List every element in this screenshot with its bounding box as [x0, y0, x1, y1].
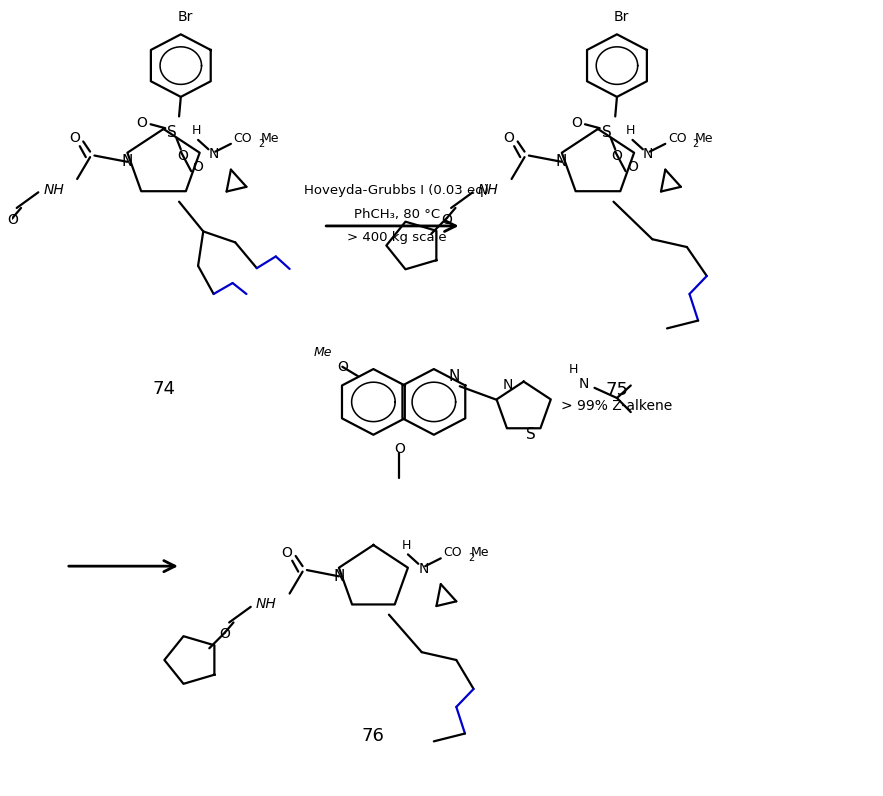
Text: 2: 2 [468, 553, 474, 564]
Text: > 99% Z-alkene: > 99% Z-alkene [562, 399, 673, 413]
Text: N: N [419, 561, 428, 576]
Text: CO: CO [234, 132, 253, 145]
Text: Br: Br [177, 10, 192, 24]
Text: Me: Me [471, 546, 489, 560]
Text: Br: Br [614, 10, 629, 24]
Text: O: O [137, 115, 147, 130]
Text: N: N [503, 378, 513, 392]
Text: N: N [333, 569, 344, 583]
Text: NH: NH [478, 183, 499, 197]
Text: N: N [208, 147, 219, 161]
Text: O: O [503, 131, 515, 146]
Text: Me: Me [695, 132, 713, 145]
Text: H: H [626, 124, 636, 137]
Text: O: O [219, 627, 230, 642]
Text: O: O [337, 360, 348, 373]
Text: Hoveyda-Grubbs I (0.03 eq): Hoveyda-Grubbs I (0.03 eq) [305, 184, 489, 197]
Text: S: S [525, 427, 535, 443]
Text: H: H [192, 124, 201, 137]
Text: O: O [177, 149, 188, 162]
Text: Me: Me [314, 346, 333, 359]
Text: > 400 kg scale: > 400 kg scale [347, 231, 447, 244]
Text: O: O [282, 546, 292, 560]
Text: O: O [394, 442, 404, 456]
Text: CO: CO [443, 546, 462, 560]
Text: 2: 2 [258, 139, 264, 149]
Text: O: O [571, 115, 582, 130]
Text: N: N [643, 147, 653, 161]
Text: NH: NH [43, 183, 64, 197]
Text: 2: 2 [692, 139, 698, 149]
Text: 76: 76 [362, 727, 385, 745]
Text: O: O [7, 213, 18, 227]
Text: O: O [442, 213, 452, 227]
Text: PhCH₃, 80 °C: PhCH₃, 80 °C [354, 208, 440, 220]
Text: 74: 74 [152, 380, 175, 398]
Text: CO: CO [668, 132, 687, 145]
Text: O: O [612, 149, 623, 162]
Text: S: S [601, 125, 611, 139]
Text: H: H [569, 363, 578, 377]
Text: N: N [122, 154, 133, 170]
Text: O: O [627, 160, 638, 174]
Text: Me: Me [260, 132, 279, 145]
Text: O: O [192, 160, 203, 174]
Text: N: N [556, 154, 568, 170]
Text: N: N [449, 369, 460, 384]
Text: H: H [402, 539, 411, 552]
Text: NH: NH [256, 598, 276, 611]
Text: N: N [579, 377, 589, 391]
Text: 75: 75 [606, 381, 629, 399]
Text: S: S [167, 125, 177, 139]
Text: O: O [69, 131, 80, 146]
